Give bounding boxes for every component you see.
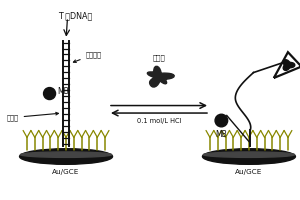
Text: 适配体链: 适配体链 xyxy=(74,51,101,62)
Polygon shape xyxy=(147,66,174,87)
Text: T 型DNA链: T 型DNA链 xyxy=(58,11,92,20)
Text: 啶虫脒: 啶虫脒 xyxy=(153,54,165,61)
Text: 信号链: 信号链 xyxy=(7,112,59,121)
Text: Au/GCE: Au/GCE xyxy=(235,169,262,175)
Text: Au/GCE: Au/GCE xyxy=(52,169,80,175)
Ellipse shape xyxy=(202,149,296,164)
Text: MB: MB xyxy=(58,87,69,96)
Ellipse shape xyxy=(20,152,112,157)
Text: 0.1 mol/L HCl: 0.1 mol/L HCl xyxy=(137,118,181,124)
Text: MB: MB xyxy=(215,130,227,139)
Circle shape xyxy=(215,114,228,127)
Polygon shape xyxy=(283,60,295,70)
Circle shape xyxy=(44,88,56,100)
Ellipse shape xyxy=(203,152,295,157)
Ellipse shape xyxy=(20,149,112,164)
